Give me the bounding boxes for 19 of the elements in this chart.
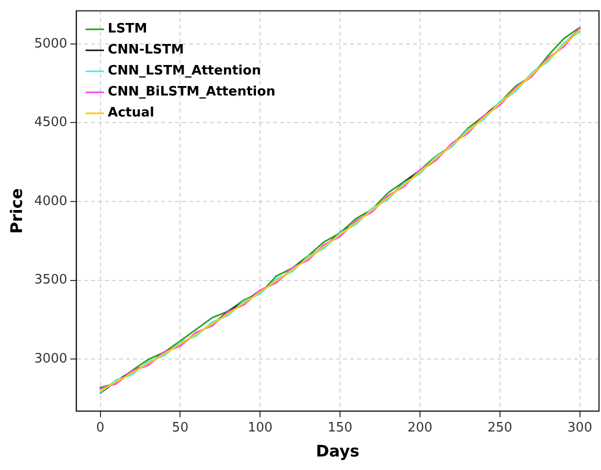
- legend-label: CNN-LSTM: [108, 42, 184, 58]
- y-tick-label: 3500: [34, 272, 68, 288]
- x-tick-label: 200: [408, 420, 432, 436]
- legend-label: CNN_LSTM_Attention: [108, 64, 261, 79]
- x-tick-label: 0: [96, 420, 104, 436]
- x-tick-label: 100: [248, 420, 273, 436]
- legend-label: LSTM: [108, 22, 148, 37]
- x-tick-label: 150: [328, 420, 352, 436]
- x-tick-label: 50: [172, 420, 188, 436]
- x-axis-title: Days: [316, 442, 360, 461]
- y-axis-title: Price: [6, 188, 26, 234]
- y-tick-label: 4500: [34, 115, 68, 130]
- y-tick-label: 3000: [34, 352, 68, 367]
- legend-label: Actual: [108, 106, 154, 121]
- y-tick-label: 4000: [34, 194, 68, 209]
- legend-label: CNN_BiLSTM_Attention: [108, 84, 276, 100]
- x-tick-label: 250: [487, 420, 512, 436]
- y-tick-label: 5000: [34, 36, 68, 52]
- x-tick-label: 300: [567, 420, 592, 436]
